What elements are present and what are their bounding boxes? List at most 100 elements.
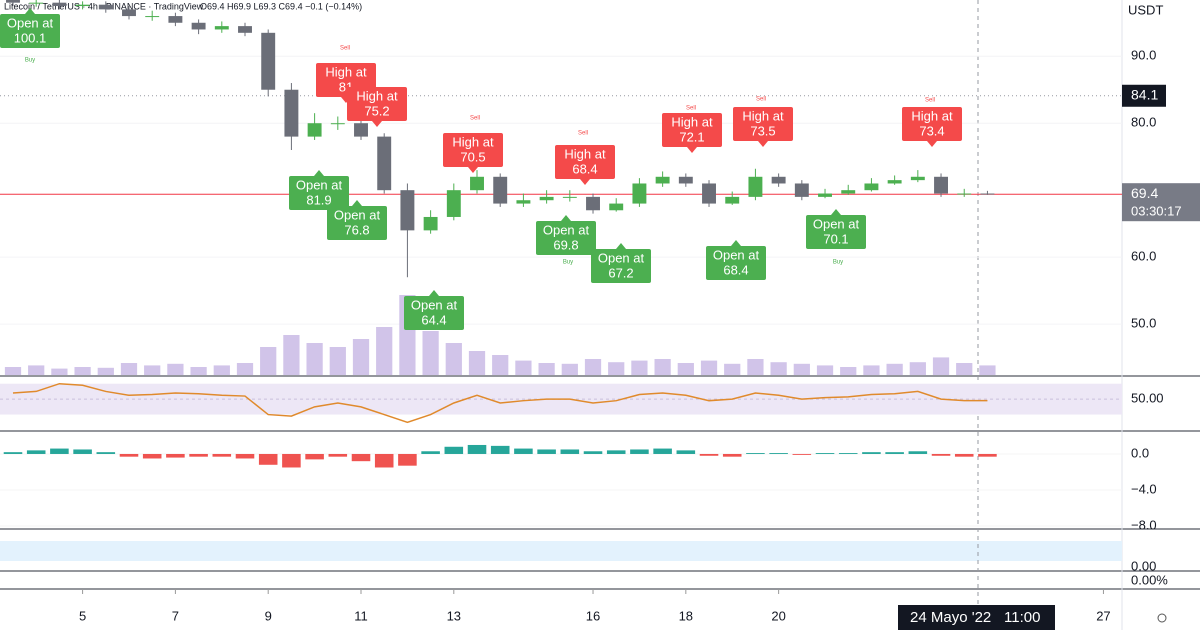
candle-body	[191, 22, 206, 30]
candle-body	[748, 176, 763, 197]
candle-body	[470, 176, 484, 191]
annotation-box	[706, 246, 766, 280]
x-tick-label: 11	[354, 608, 368, 623]
candle-body	[678, 176, 693, 184]
signal-label: Sell	[925, 98, 935, 104]
signal-label: Buy	[563, 260, 573, 266]
annotation-value: 68.4	[723, 262, 748, 277]
volume-bar	[422, 331, 439, 375]
x-tick-label: 7	[172, 608, 179, 623]
y-tick-label: 50.0	[1131, 316, 1156, 331]
macd-bar	[212, 453, 232, 457]
macd-bar	[838, 453, 858, 454]
candle-body	[6, 0, 20, 3]
annotation-value: 73.5	[750, 123, 775, 138]
candle-body	[562, 196, 577, 198]
annotation-arrow	[580, 179, 590, 185]
rsi-tick-label: 50.00	[1131, 391, 1164, 406]
volume-bar	[979, 365, 996, 375]
volume-bar	[190, 367, 207, 375]
macd-bar	[467, 444, 487, 454]
candle-body	[586, 196, 600, 211]
volume-bar	[260, 347, 277, 375]
annotation-label: Open at	[543, 222, 590, 237]
volume-bar	[747, 359, 764, 375]
price-marker-label: 84.1	[1131, 86, 1158, 102]
volume-bar	[886, 363, 903, 375]
candle-body	[655, 176, 670, 184]
annotation-arrow	[758, 141, 768, 147]
candle-body	[400, 190, 415, 231]
candle-body	[980, 193, 995, 195]
volume-bar	[492, 355, 509, 375]
last-price-tag	[1122, 183, 1200, 222]
volume-bar	[144, 365, 161, 375]
macd-bar	[421, 451, 440, 454]
signal-label: Sell	[578, 131, 588, 137]
cursor-date: 24 Mayo '22	[910, 609, 991, 626]
macd-bar	[189, 453, 208, 457]
annotation-value: 75.2	[364, 103, 389, 118]
annotation-box	[327, 206, 387, 240]
macd-bar	[722, 453, 742, 457]
macd-bar	[653, 448, 672, 454]
volume-bar	[770, 362, 787, 375]
volume-bar	[724, 363, 741, 375]
annotation-box	[806, 215, 866, 249]
candle-body	[539, 196, 554, 201]
annotation-box	[347, 87, 407, 121]
macd-bar	[282, 453, 301, 468]
macd-bar	[931, 453, 951, 456]
candle-body	[423, 216, 438, 231]
candle-body	[934, 176, 948, 194]
annotation-label: Open at	[334, 207, 381, 222]
macd-bar	[73, 449, 92, 454]
currency-label: USDT	[1128, 2, 1163, 17]
countdown-label: 03:30:17	[1131, 204, 1182, 219]
macd-bar	[862, 452, 881, 454]
annotation-box	[733, 107, 793, 141]
annotation-label: Open at	[296, 177, 343, 192]
signal-label: Sell	[686, 106, 696, 112]
annotation-arrow	[687, 147, 697, 153]
volume-bar	[515, 360, 532, 375]
signal-label: Sell	[340, 46, 350, 52]
macd-tick-label: 0.0	[1131, 445, 1149, 460]
annotation-value: 100.1	[14, 30, 47, 45]
volume-bar	[28, 365, 45, 375]
volume-bar	[213, 365, 230, 375]
macd-bar	[537, 449, 556, 454]
settings-icon[interactable]	[1157, 613, 1167, 623]
candle-body	[910, 176, 925, 181]
macd-bar	[26, 450, 46, 454]
macd-bar	[328, 453, 348, 457]
macd-bar	[676, 450, 696, 454]
annotation-box	[443, 133, 503, 167]
volume-bar	[956, 363, 973, 375]
candle-body	[168, 16, 183, 23]
annotation-value: 64.4	[421, 312, 446, 327]
macd-bar	[305, 453, 324, 460]
volume-bar	[74, 367, 91, 375]
annotation-label: Open at	[7, 15, 54, 30]
macd-bar	[792, 453, 812, 455]
macd-bar	[142, 453, 162, 459]
annotation-label: Open at	[411, 297, 458, 312]
y-tick-label: 80.0	[1131, 115, 1156, 130]
macd-bar	[699, 453, 719, 456]
candle-body	[261, 32, 276, 90]
candle-body	[75, 4, 90, 7]
volume-bar	[584, 359, 602, 375]
annotation-value: 69.8	[553, 237, 578, 252]
annotation-box	[0, 14, 60, 48]
candle-body	[818, 193, 832, 197]
macd-bar	[235, 453, 255, 459]
x-tick-label: 27	[1096, 608, 1110, 623]
candle-body	[98, 4, 113, 10]
volume-bar	[863, 365, 880, 375]
candle-body	[516, 200, 531, 204]
macd-bar	[514, 448, 533, 454]
volume-bar	[4, 367, 22, 375]
volume-bar	[538, 363, 555, 375]
